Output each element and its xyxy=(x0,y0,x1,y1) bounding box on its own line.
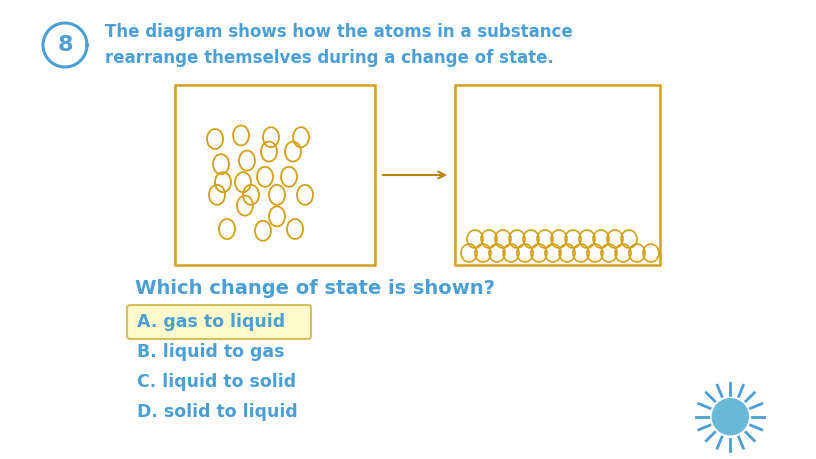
Text: D. solid to liquid: D. solid to liquid xyxy=(137,403,298,421)
Bar xyxy=(455,85,660,265)
Text: 8: 8 xyxy=(57,35,73,55)
Text: The diagram shows how the atoms in a substance: The diagram shows how the atoms in a sub… xyxy=(105,23,573,41)
Circle shape xyxy=(712,399,748,435)
FancyBboxPatch shape xyxy=(127,305,311,339)
Text: C. liquid to solid: C. liquid to solid xyxy=(137,373,296,391)
Text: A. gas to liquid: A. gas to liquid xyxy=(137,313,285,331)
Text: rearrange themselves during a change of state.: rearrange themselves during a change of … xyxy=(105,49,554,67)
Bar xyxy=(175,85,375,265)
Text: B. liquid to gas: B. liquid to gas xyxy=(137,343,285,361)
Text: Which change of state is shown?: Which change of state is shown? xyxy=(135,279,495,297)
